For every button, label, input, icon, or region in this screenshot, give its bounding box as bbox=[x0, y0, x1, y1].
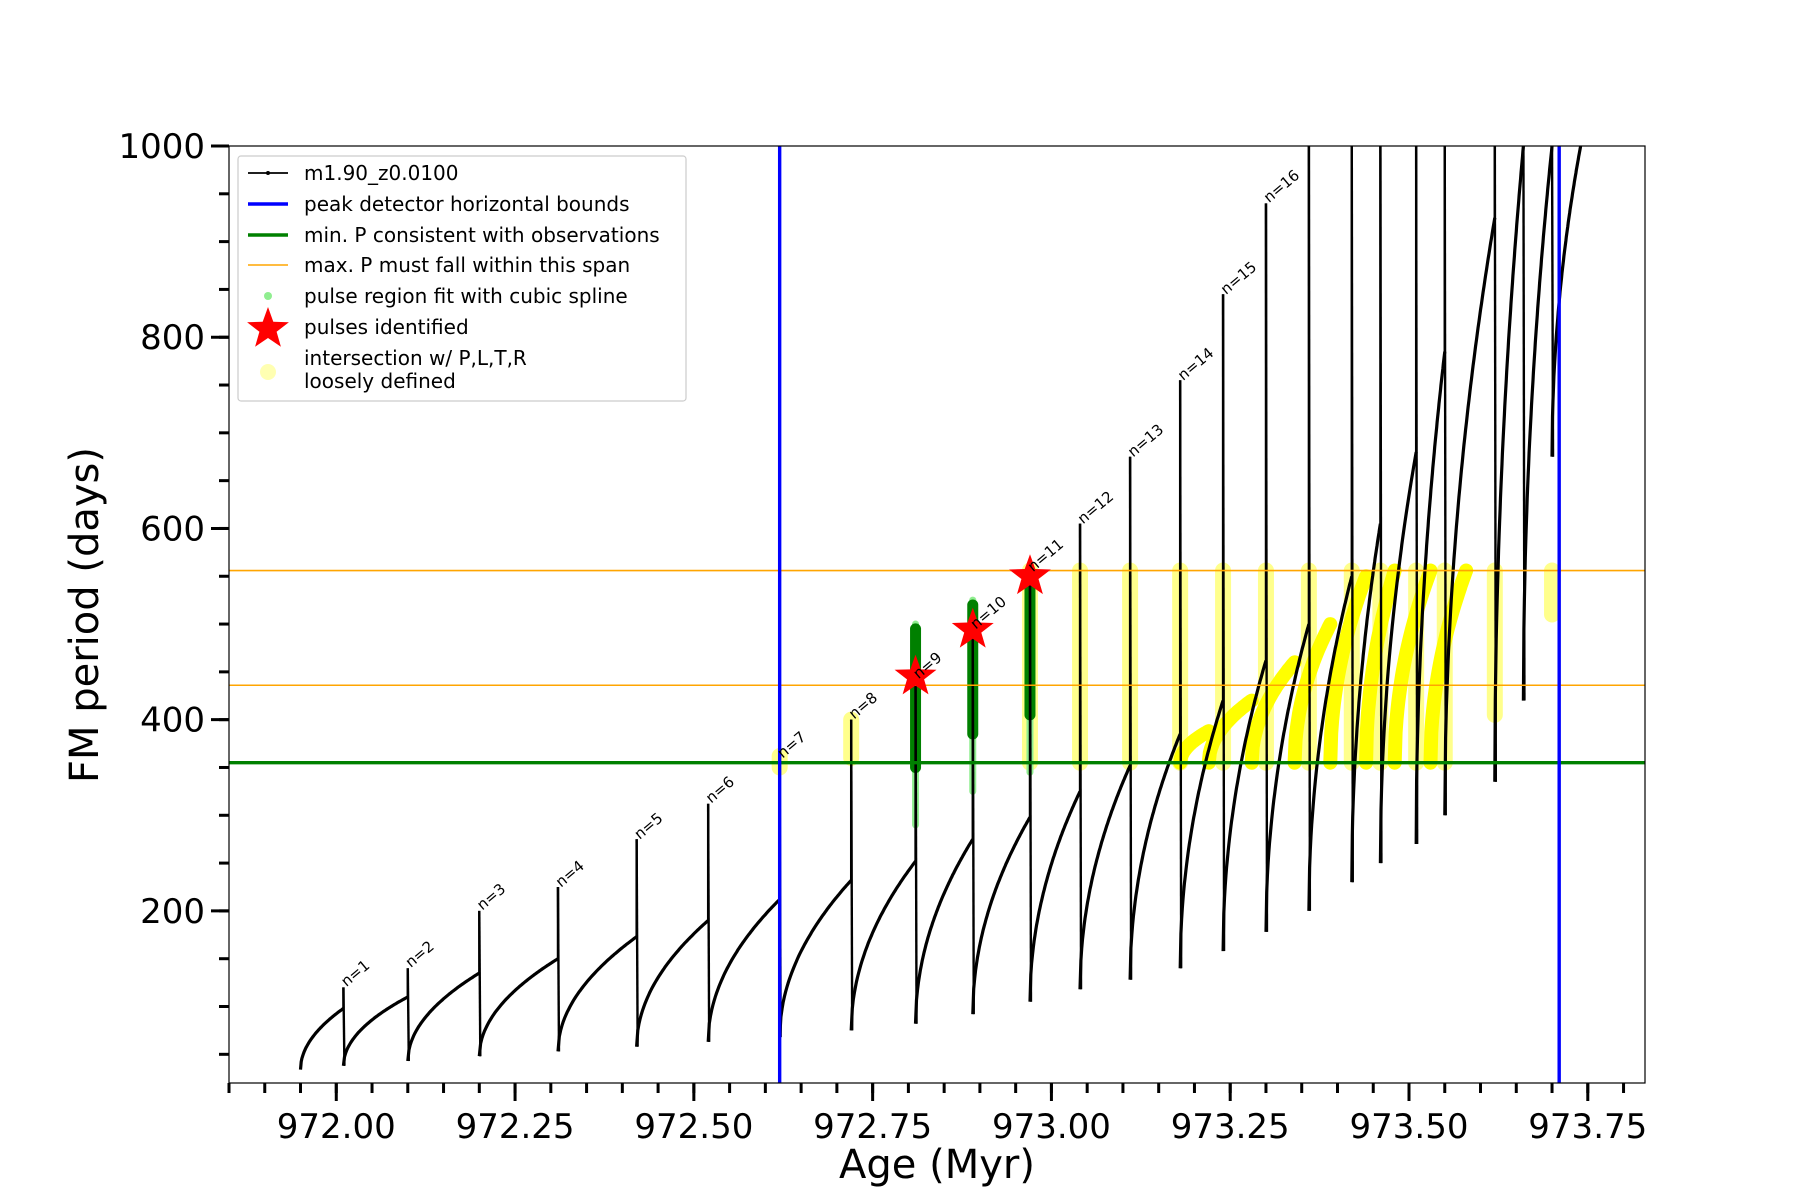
reference-lines-layer bbox=[229, 146, 1645, 1083]
legend-swatch-dot bbox=[264, 292, 272, 300]
thermal-pulse-drop bbox=[478, 910, 482, 1057]
x-tick-label: 972.00 bbox=[277, 1107, 396, 1147]
period-curve-segment bbox=[341, 995, 409, 1066]
period-curve-segment bbox=[1128, 733, 1182, 980]
x-tick-label: 973.25 bbox=[1171, 1107, 1290, 1147]
period-curve-segment bbox=[1078, 764, 1132, 990]
x-tick-label: 973.00 bbox=[992, 1107, 1111, 1147]
loose-intersection-arc bbox=[1173, 724, 1216, 770]
pulses-identified-layer bbox=[894, 554, 1051, 695]
x-tick-label: 972.25 bbox=[456, 1107, 575, 1147]
pulse-number-label: n=16 bbox=[1260, 166, 1303, 206]
thermal-pulse-drop bbox=[556, 886, 561, 1052]
pulse-number-label: n=5 bbox=[631, 809, 667, 843]
period-curve-segment bbox=[706, 898, 781, 1042]
x-tick-label: 973.75 bbox=[1528, 1107, 1647, 1147]
legend-box bbox=[237, 155, 687, 402]
thermal-pulse-drop bbox=[1350, 146, 1354, 883]
loose-intersection-arc bbox=[1201, 693, 1259, 770]
loose-intersection-arc bbox=[1244, 655, 1302, 770]
legend-label: pulses identified bbox=[304, 315, 469, 339]
thermal-pulse-drop bbox=[1028, 571, 1033, 1002]
thermal-pulse-drop bbox=[1078, 523, 1083, 990]
x-tick-label: 972.50 bbox=[634, 1107, 753, 1147]
legend-swatch-dot bbox=[266, 171, 270, 175]
legend-label: peak detector horizontal bounds bbox=[304, 192, 630, 216]
pulse-number-label: n=12 bbox=[1074, 487, 1117, 527]
period-curve-segment bbox=[406, 971, 481, 1062]
pulse-number-label: n=4 bbox=[552, 857, 588, 891]
legend-label: loosely defined bbox=[304, 369, 456, 393]
legend-label: pulse region fit with cubic spline bbox=[304, 284, 628, 308]
period-curve-segment bbox=[1521, 146, 1554, 701]
y-tick-label: 800 bbox=[140, 318, 205, 358]
pulse-identified-star bbox=[951, 607, 994, 648]
thermal-pulse-drop bbox=[849, 719, 854, 1031]
period-curve-segment bbox=[1264, 623, 1311, 932]
pulse-number-label: n=1 bbox=[337, 956, 373, 990]
pulse-identified-star bbox=[1009, 554, 1051, 595]
thermal-pulse-drop bbox=[635, 839, 639, 1047]
legend-label: m1.90_z0.0100 bbox=[304, 161, 459, 185]
y-tick-label: 400 bbox=[140, 701, 205, 741]
y-axis-title: FM period (days) bbox=[62, 447, 108, 783]
legend-swatch-circle bbox=[260, 364, 276, 380]
axes-layer: 972.00 972.25 972.50 972.75 973.00 973.25 973.… bbox=[118, 127, 1647, 1147]
period-curve-segment bbox=[778, 879, 853, 1038]
loose-intersection-layer bbox=[771, 562, 1561, 776]
thermal-pulse-drop bbox=[971, 628, 975, 1015]
pulse-number-label: n=2 bbox=[402, 937, 438, 971]
legend-label: max. P must fall within this span bbox=[304, 253, 630, 277]
pulse-number-label: n=6 bbox=[702, 773, 738, 807]
x-axis-title: Age (Myr) bbox=[839, 1142, 1035, 1188]
period-curve-segment bbox=[1350, 523, 1382, 883]
loose-intersection-arc bbox=[1287, 617, 1338, 770]
period-curve-segment bbox=[477, 957, 559, 1057]
thermal-pulse-drop bbox=[1307, 146, 1312, 911]
pulse-number-label: n=14 bbox=[1174, 344, 1217, 384]
loose-intersection-arc bbox=[1323, 569, 1374, 770]
period-curve-segment bbox=[1550, 146, 1583, 457]
plot-frame bbox=[228, 145, 1646, 1084]
period-curve-segment bbox=[556, 935, 638, 1052]
pulse-number-label: n=3 bbox=[473, 880, 509, 914]
legend-swatch-star bbox=[247, 307, 289, 347]
thermal-pulse-drop bbox=[1379, 146, 1383, 864]
y-tick-label: 200 bbox=[140, 892, 205, 932]
period-curve-segment bbox=[635, 919, 710, 1047]
pulse-number-label: n=15 bbox=[1217, 258, 1260, 298]
period-curve-segment bbox=[298, 1007, 345, 1070]
period-curve-segment bbox=[971, 816, 1032, 1015]
legend-label: intersection w/ P,L,T,R bbox=[304, 346, 527, 370]
thermal-pulse-drop bbox=[1221, 294, 1226, 952]
legend-label: min. P consistent with observations bbox=[304, 223, 660, 247]
x-tick-label: 972.75 bbox=[813, 1107, 932, 1147]
thermal-pulse-drop bbox=[706, 803, 711, 1042]
period-curve-segment bbox=[849, 860, 917, 1031]
period-curve-segment bbox=[1178, 700, 1225, 969]
thermal-pulse-drop bbox=[1178, 380, 1183, 969]
thermal-pulse-drop bbox=[1264, 203, 1269, 932]
y-tick-label: 600 bbox=[140, 509, 205, 549]
period-curve-segment bbox=[1414, 351, 1447, 845]
period-curve-segment bbox=[1378, 451, 1418, 864]
pulse-number-label: n=13 bbox=[1124, 420, 1167, 460]
x-tick-label: 973.50 bbox=[1350, 1107, 1469, 1147]
y-tick-label: 1000 bbox=[118, 127, 205, 167]
period-curve-segment bbox=[1307, 575, 1354, 911]
period-curve-segment bbox=[1028, 790, 1082, 1002]
period-curve-segment bbox=[913, 838, 975, 1024]
period-curve-segment bbox=[1493, 146, 1525, 782]
thermal-pulse-drop bbox=[914, 676, 918, 1024]
thermal-pulse-drop bbox=[1128, 456, 1133, 980]
pulse-identified-star bbox=[894, 654, 937, 695]
period-curve-layer bbox=[298, 146, 1583, 1070]
